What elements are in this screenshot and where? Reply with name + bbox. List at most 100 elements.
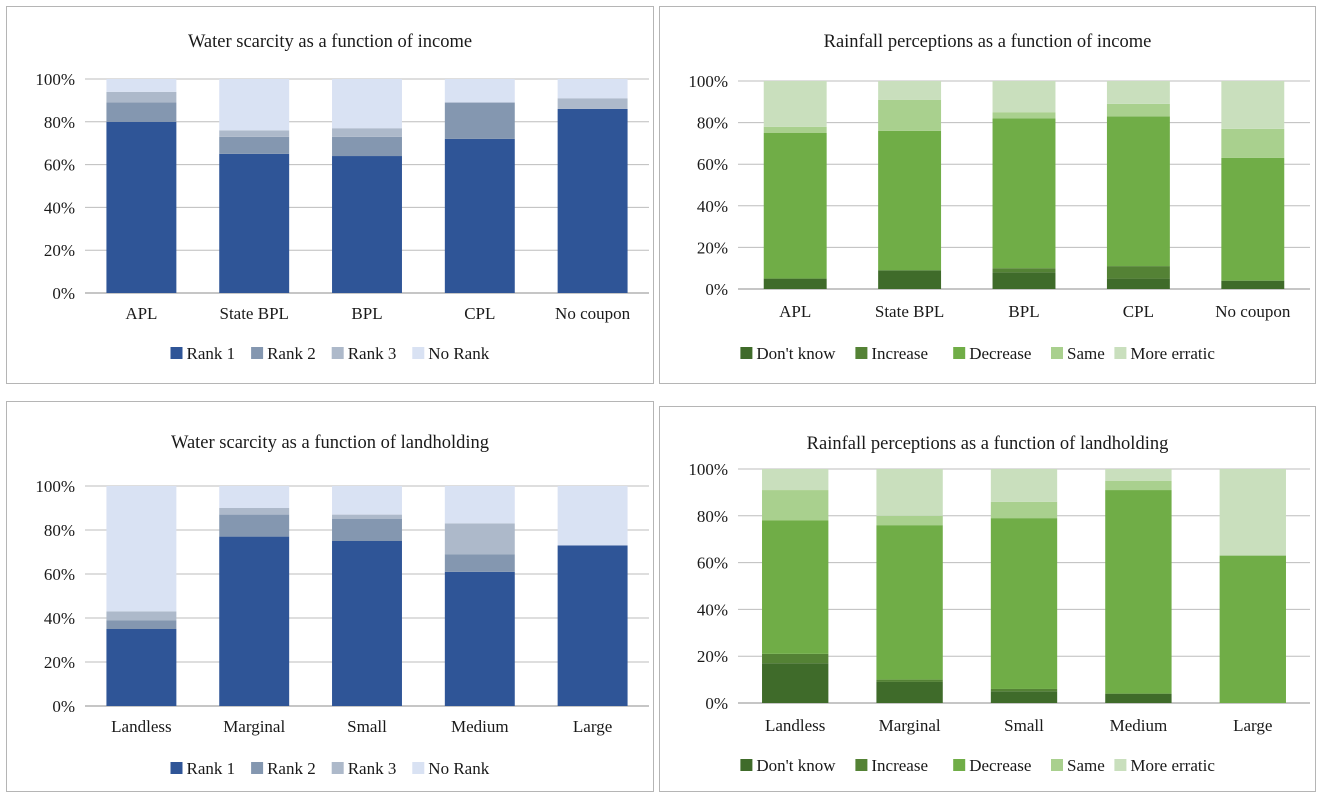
bar-increase-small — [990, 688, 1058, 692]
bar-rank-1-large — [557, 545, 628, 706]
legend-label-more-erratic: More erratic — [1130, 756, 1215, 775]
y-tick-label: 100% — [688, 72, 728, 91]
bar-same-cpl — [1106, 103, 1170, 117]
legend-swatch-same — [1051, 347, 1063, 359]
legend-swatch-increase — [855, 347, 868, 359]
legend-swatch-rank-2 — [251, 347, 264, 359]
y-tick-label: 100% — [35, 477, 75, 496]
legend-swatch-don-t-know — [740, 347, 753, 359]
y-tick-label: 80% — [697, 114, 728, 133]
y-tick-label: 20% — [44, 653, 75, 672]
bar-rank-3-marginal — [219, 508, 290, 515]
x-tick-label: Small — [347, 717, 387, 736]
bar-rank-2-state-bpl — [219, 136, 290, 154]
bar-no-rank-small — [332, 486, 402, 515]
chart-title: Water scarcity as a function of landhold… — [171, 433, 489, 453]
bar-same-landless — [762, 490, 829, 521]
bar-more-erratic-small — [990, 469, 1058, 502]
y-tick-label: 0% — [705, 280, 728, 299]
legend-label-no-rank: No Rank — [428, 344, 489, 363]
legend-swatch-same — [1051, 759, 1063, 771]
bar-rank-1-marginal — [219, 536, 290, 706]
bar-increase-cpl — [1106, 266, 1170, 279]
bar-rank-2-medium — [444, 554, 515, 572]
x-tick-label: Medium — [451, 717, 509, 736]
legend-swatch-rank-3 — [331, 762, 344, 774]
legend-swatch-rank-1 — [170, 762, 183, 774]
chart-svg: Rainfall perceptions as a function of in… — [688, 32, 1310, 363]
legend-swatch-no-rank — [412, 762, 425, 774]
x-tick-label: Large — [573, 717, 612, 736]
bar-decrease-state-bpl — [878, 130, 942, 271]
bar-rank-1-cpl — [444, 138, 515, 293]
bar-same-small — [990, 501, 1058, 519]
legend-label-increase: Increase — [871, 344, 928, 363]
bar-same-medium — [1105, 480, 1172, 491]
bar-rank-1-bpl — [332, 156, 402, 293]
chart-svg: Water scarcity as a function of landhold… — [35, 433, 649, 778]
x-tick-label: Landless — [111, 717, 171, 736]
legend-swatch-rank-3 — [331, 347, 344, 359]
bar-same-no-coupon — [1221, 128, 1285, 158]
bar-more-erratic-large — [1219, 469, 1286, 556]
y-tick-label: 20% — [697, 238, 728, 257]
bar-don-t-know-state-bpl — [878, 270, 942, 289]
chart-title: Water scarcity as a function of income — [188, 32, 472, 52]
bar-same-bpl — [992, 112, 1056, 119]
x-tick-label: Landless — [765, 716, 825, 735]
legend-label-don-t-know: Don't know — [756, 344, 836, 363]
bar-decrease-marginal — [876, 525, 943, 680]
bar-don-t-know-cpl — [1106, 278, 1170, 289]
bar-decrease-small — [990, 518, 1058, 689]
y-tick-label: 60% — [44, 156, 75, 175]
bar-rank-3-medium — [444, 523, 515, 555]
bar-same-marginal — [876, 515, 943, 526]
bar-don-t-know-small — [990, 691, 1058, 703]
bar-more-erratic-cpl — [1106, 81, 1170, 104]
bar-increase-marginal — [876, 679, 943, 682]
y-tick-label: 0% — [52, 697, 75, 716]
bar-rank-3-apl — [106, 91, 177, 103]
bar-rank-2-cpl — [444, 102, 515, 139]
x-tick-label: No coupon — [1215, 302, 1291, 321]
bar-rank-2-small — [332, 519, 402, 541]
y-tick-label: 80% — [44, 113, 75, 132]
legend-label-rank-2: Rank 2 — [267, 344, 316, 363]
chart-rainfall-landholding: Rainfall perceptions as a function of la… — [659, 406, 1316, 792]
legend-label-decrease: Decrease — [969, 344, 1031, 363]
bar-rank-1-state-bpl — [219, 153, 290, 293]
bar-more-erratic-state-bpl — [878, 81, 942, 100]
y-tick-label: 20% — [697, 647, 728, 666]
legend-swatch-rank-2 — [251, 762, 264, 774]
bar-don-t-know-marginal — [876, 681, 943, 703]
bar-decrease-cpl — [1106, 116, 1170, 267]
x-tick-label: Marginal — [879, 716, 941, 735]
x-tick-label: Marginal — [223, 717, 285, 736]
bar-decrease-no-coupon — [1221, 157, 1285, 281]
x-tick-label: BPL — [351, 304, 382, 323]
y-tick-label: 60% — [44, 565, 75, 584]
legend-label-rank-1: Rank 1 — [187, 759, 236, 778]
bar-rank-3-no-coupon — [557, 98, 628, 109]
y-tick-label: 60% — [697, 155, 728, 174]
y-tick-label: 40% — [44, 198, 75, 217]
legend-label-rank-3: Rank 3 — [348, 344, 397, 363]
legend-label-same: Same — [1067, 756, 1105, 775]
legend-label-increase: Increase — [871, 756, 928, 775]
y-tick-label: 60% — [697, 554, 728, 573]
legend-swatch-increase — [855, 759, 868, 771]
bar-more-erratic-marginal — [876, 469, 943, 516]
bar-decrease-landless — [762, 520, 829, 654]
bar-no-rank-cpl — [444, 79, 515, 103]
legend-label-no-rank: No Rank — [428, 759, 489, 778]
y-tick-label: 80% — [697, 507, 728, 526]
y-tick-label: 40% — [44, 609, 75, 628]
bar-rank-1-medium — [444, 571, 515, 706]
legend-label-more-erratic: More erratic — [1130, 344, 1215, 363]
bar-rank-2-marginal — [219, 514, 290, 537]
y-tick-label: 100% — [688, 460, 728, 479]
legend-swatch-don-t-know — [740, 759, 753, 771]
bar-increase-landless — [762, 653, 829, 664]
bar-rank-2-apl — [106, 102, 177, 122]
bar-rank-1-no-coupon — [557, 108, 628, 294]
